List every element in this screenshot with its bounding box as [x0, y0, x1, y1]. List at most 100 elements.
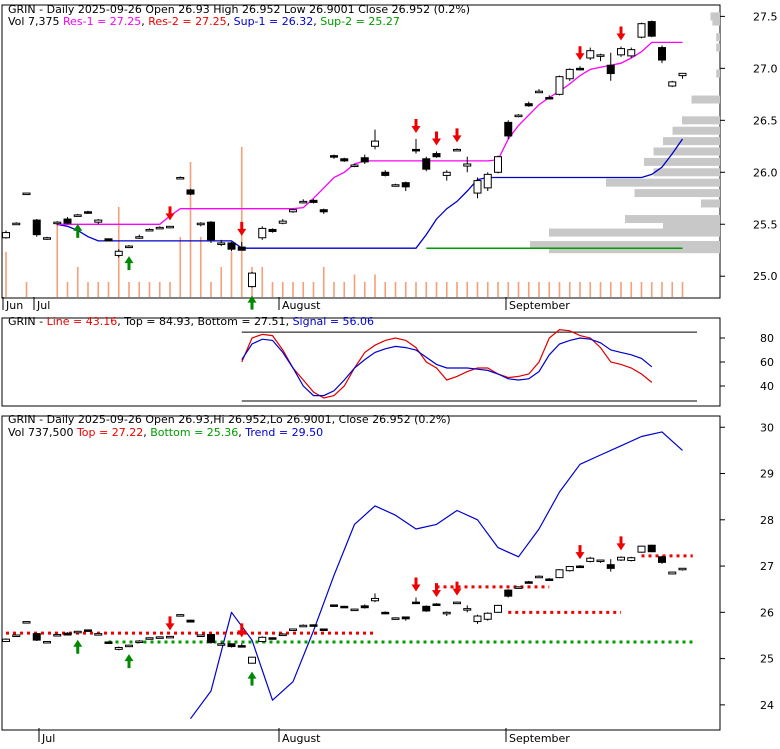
price-y-axis: 27.5 27.0 26.5 26.0 25.5 25.0 — [720, 10, 778, 283]
price-candle-body — [606, 64, 615, 75]
price-candle-body — [73, 214, 82, 217]
volume-bar — [128, 282, 130, 297]
price-header-res1: Res-1 = 27.25 — [63, 15, 141, 28]
price-candle-body — [84, 211, 92, 214]
price-candle-body — [248, 272, 256, 288]
volume-bar — [671, 282, 674, 297]
price-x-label: September — [509, 299, 570, 312]
price-candle-body — [258, 227, 267, 239]
trend-candle-body — [483, 612, 492, 620]
price-header-sup2: Sup-2 = 25.27 — [320, 15, 400, 28]
price-x-axis: Jun Jul August September — [2, 297, 570, 312]
trend-header-bottom: Bottom = 25.36 — [150, 426, 238, 439]
trend-x-label: Jul — [41, 732, 55, 745]
volume-bar — [517, 282, 520, 297]
trend-x-label: August — [282, 732, 321, 745]
price-header-res2: Res-2 = 27.25 — [148, 15, 226, 28]
trend-candle-body — [658, 556, 666, 563]
up-arrow-icon — [73, 223, 83, 238]
price-candle-body — [166, 225, 174, 229]
volume-bar — [179, 237, 182, 297]
down-arrow-icon — [432, 583, 441, 598]
volume-bar — [343, 282, 346, 297]
trend-candle-body — [391, 617, 400, 620]
volume-bar — [97, 282, 100, 297]
volume-profile-bar — [663, 222, 720, 231]
trend-candle-body — [227, 643, 236, 648]
price-candle-body — [494, 156, 502, 173]
trend-panel-frame — [1, 415, 721, 731]
price-header-ticker: GRIN — [8, 3, 36, 16]
price-candle-body — [535, 90, 543, 94]
volume-bar — [486, 282, 489, 297]
price-candle-body — [309, 199, 318, 203]
signal-arrows — [73, 26, 626, 310]
volume-profile-bar — [549, 245, 720, 254]
price-candle-body — [360, 157, 369, 163]
volume-bar — [5, 252, 7, 297]
trend-candle-body — [114, 646, 123, 650]
down-arrow-icon — [432, 131, 441, 146]
volume-bar — [169, 282, 171, 297]
trend-line — [190, 431, 683, 720]
volume-profile-bar — [663, 137, 720, 146]
volume-profile-bar — [716, 43, 720, 52]
trend-candle-body — [627, 557, 636, 562]
price-header-line2: Vol 7,375 Res-1 = 27.25, Res-2 = 27.25, … — [8, 15, 400, 28]
price-candle-body — [289, 209, 297, 213]
trend-candle-body — [453, 601, 461, 605]
trend-header-vol: Vol 737,500 — [8, 426, 73, 439]
volume-bar — [568, 282, 571, 297]
volume-bar — [456, 282, 458, 297]
trend-candle-body — [248, 656, 256, 664]
volume-bar — [230, 252, 233, 297]
trend-y-tick-label: 30 — [760, 421, 774, 434]
volume-profile-bar — [710, 12, 720, 21]
trend-series — [190, 431, 683, 720]
volume-bar — [281, 282, 284, 297]
down-arrow-icon — [575, 46, 585, 61]
trend-candle-body — [12, 634, 21, 637]
volume-bar — [271, 282, 274, 297]
trend-candle-body — [401, 616, 410, 620]
trend-candle-body — [84, 629, 92, 632]
volume-bar — [107, 282, 110, 297]
oscillator-y-tick-label: 80 — [760, 332, 774, 345]
price-candle-body — [207, 221, 215, 241]
down-arrow-icon — [616, 26, 626, 41]
price-candle-body — [114, 250, 123, 256]
price-candle-body — [637, 23, 646, 38]
price-header-sup1: Sup-1 = 26.32 — [234, 15, 314, 28]
volume-bar — [527, 282, 530, 297]
trend-candle-body — [196, 634, 205, 637]
price-candle-body — [658, 47, 666, 61]
volume-bar — [312, 282, 315, 297]
price-candle-body — [576, 67, 584, 71]
trend-candle-body — [258, 636, 267, 642]
price-candle-body — [504, 121, 513, 137]
volume-bar — [599, 282, 602, 297]
price-candle-body — [268, 228, 277, 233]
trend-candle-body — [135, 640, 144, 644]
down-arrow-icon — [452, 128, 462, 143]
volume-bar — [661, 282, 663, 297]
trend-candle-body — [555, 569, 564, 579]
volume-bar — [322, 267, 325, 297]
trend-candle-body — [535, 575, 543, 579]
volume-bar — [548, 282, 551, 297]
price-candle-body — [483, 173, 492, 189]
trend-candle-body — [442, 611, 451, 615]
price-candle-body — [545, 96, 554, 100]
volume-bar — [158, 282, 161, 297]
trend-candle-body — [432, 603, 441, 606]
price-candle-body — [647, 21, 656, 37]
volume-bar — [302, 282, 305, 297]
up-arrow-icon — [247, 295, 257, 310]
trend-candle-body — [155, 636, 164, 639]
support-resistance-lines — [57, 41, 684, 249]
trend-candle-body — [207, 634, 215, 643]
price-candle-body — [473, 180, 482, 194]
trend-candle-body — [545, 578, 554, 582]
trend-candle-body — [166, 635, 174, 639]
oscillator-line-series — [241, 328, 653, 399]
